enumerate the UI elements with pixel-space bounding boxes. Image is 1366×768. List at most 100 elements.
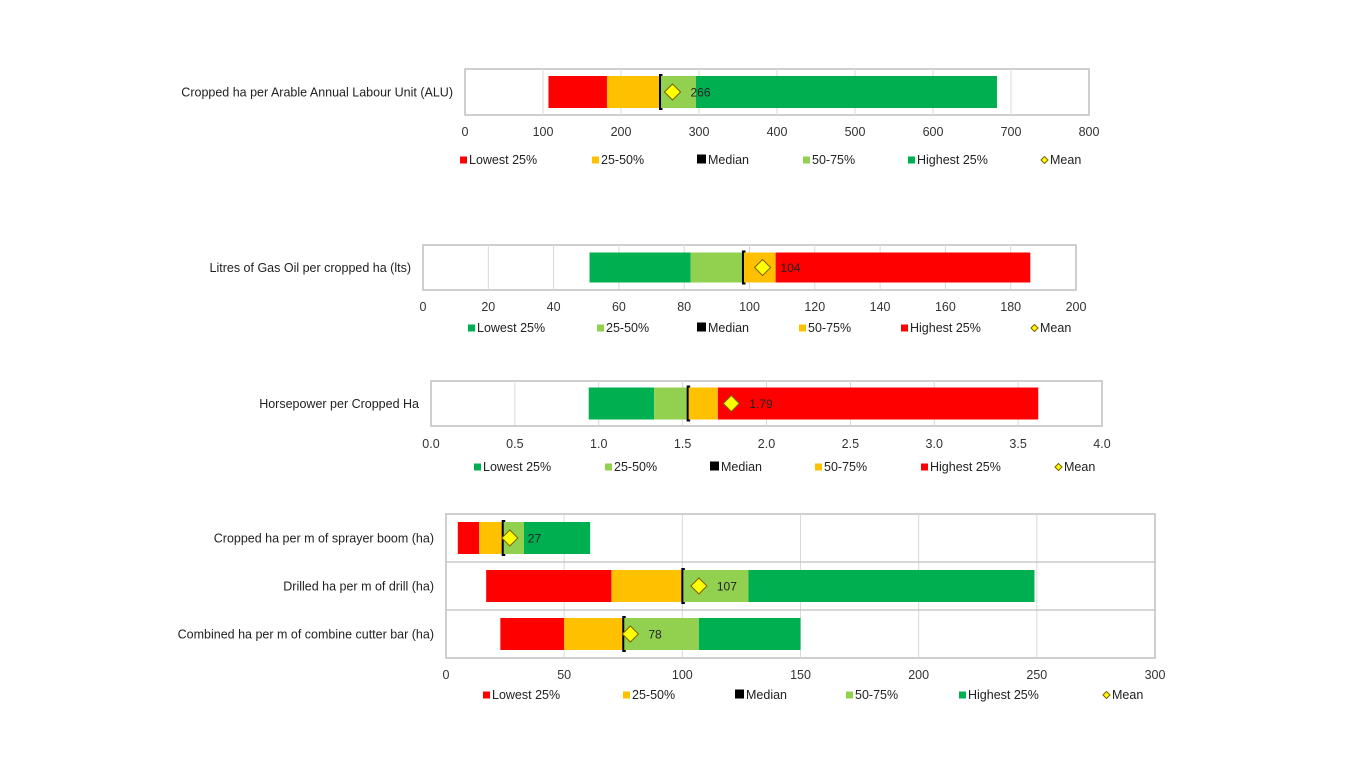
legend-label: 50-75% <box>808 321 851 335</box>
x-tick-label: 150 <box>790 668 811 682</box>
mean-marker <box>690 577 708 595</box>
x-tick-label: 800 <box>1079 125 1100 139</box>
mean-marker <box>501 529 519 547</box>
bar-segment-lowest-25- <box>589 252 691 283</box>
x-tick-label: 200 <box>908 668 929 682</box>
x-tick-label: 300 <box>689 125 710 139</box>
category-label: Horsepower per Cropped Ha <box>259 397 419 411</box>
legend-swatch-icon <box>474 463 481 471</box>
bar-segment-highest-25- <box>748 570 1035 602</box>
legend-label: 25-50% <box>614 460 657 474</box>
legend-label: 50-75% <box>812 153 855 167</box>
legend-label: Highest 25% <box>917 153 988 167</box>
bar-segment-highest-25- <box>698 618 801 650</box>
median-marker <box>741 250 746 285</box>
x-tick-label: 3.0 <box>926 437 943 451</box>
legend-swatch-mean-icon <box>1040 155 1049 165</box>
x-tick-label: 700 <box>1001 125 1022 139</box>
legend-swatch-icon <box>697 154 706 164</box>
x-tick-label: 180 <box>1000 300 1021 314</box>
bar-segment-lowest-25- <box>588 387 655 420</box>
mean-value-label: 78 <box>648 628 662 642</box>
legend-label: Mean <box>1050 153 1081 167</box>
chart-2: 0 20 40 60 80 100 120 140 160 180 200 Litres of Gas… <box>210 244 1087 335</box>
legend: Lowest 25% 25-50% Median 50-75% Highest 25% M… <box>483 688 1143 702</box>
x-tick-label: 1.5 <box>674 437 691 451</box>
legend-swatch-icon <box>592 156 599 164</box>
bar-segment-25-50- <box>611 570 683 602</box>
legend-label: 25-50% <box>632 688 675 702</box>
legend-label: Lowest 25% <box>492 688 560 702</box>
mean-marker <box>621 625 640 643</box>
legend-swatch-icon <box>735 689 744 699</box>
legend: Lowest 25% 25-50% Median 50-75% Highest 25% M… <box>474 460 1095 474</box>
legend-swatch-icon <box>959 691 966 699</box>
bar-segment-lowest-25- <box>486 570 612 602</box>
bar-segment-25-50- <box>606 76 660 108</box>
x-tick-label: 100 <box>533 125 554 139</box>
x-tick-label: 160 <box>935 300 956 314</box>
category-label: Drilled ha per m of drill (ha) <box>283 580 434 594</box>
x-tick-label: 300 <box>1145 668 1166 682</box>
legend-label: Highest 25% <box>910 321 981 335</box>
bar-segment-lowest-25- <box>500 618 565 650</box>
legend-swatch-mean-icon <box>1054 462 1063 472</box>
bar-segment-highest-25- <box>695 76 997 108</box>
legend-swatch-icon <box>460 156 467 164</box>
bar-segment-lowest-25- <box>548 76 607 108</box>
legend-label: Mean <box>1040 321 1071 335</box>
x-tick-label: 2.5 <box>842 437 859 451</box>
x-tick-label: 0 <box>443 668 450 682</box>
legend-swatch-icon <box>901 324 908 332</box>
x-tick-label: 200 <box>1066 300 1087 314</box>
legend-swatch-icon <box>710 461 719 471</box>
legend-swatch-icon <box>623 691 630 699</box>
legend-swatch-icon <box>846 691 853 699</box>
x-tick-label: 600 <box>923 125 944 139</box>
legend-label: Mean <box>1064 460 1095 474</box>
legend-swatch-icon <box>483 691 490 699</box>
legend-label: 25-50% <box>606 321 649 335</box>
legend-swatch-mean-icon <box>1030 323 1039 333</box>
x-tick-label: 1.0 <box>590 437 607 451</box>
x-tick-label: 100 <box>672 668 693 682</box>
x-tick-label: 250 <box>1026 668 1047 682</box>
x-tick-label: 0 <box>462 125 469 139</box>
median-marker <box>659 74 663 110</box>
legend-swatch-mean-icon <box>1102 690 1111 700</box>
legend-label: Highest 25% <box>968 688 1039 702</box>
x-tick-label: 100 <box>739 300 760 314</box>
mean-value-label: 107 <box>717 580 737 594</box>
x-tick-label: 120 <box>804 300 825 314</box>
legend-swatch-icon <box>605 463 612 471</box>
x-tick-label: 80 <box>677 300 691 314</box>
legend: Lowest 25% 25-50% Median 50-75% Highest 25% M… <box>460 153 1081 167</box>
mean-value-label: 104 <box>781 261 801 275</box>
mean-marker <box>663 83 682 101</box>
x-tick-label: 40 <box>547 300 561 314</box>
legend-swatch-icon <box>799 324 806 332</box>
median-marker <box>681 568 685 604</box>
median-marker <box>686 385 691 422</box>
legend: Lowest 25% 25-50% Median 50-75% Highest 25% M… <box>468 321 1071 335</box>
legend-swatch-icon <box>597 324 604 332</box>
mean-value-label: 1.79 <box>749 397 773 411</box>
legend-swatch-icon <box>921 463 928 471</box>
legend-label: 50-75% <box>824 460 867 474</box>
legend-label: 50-75% <box>855 688 898 702</box>
x-tick-label: 0.0 <box>422 437 439 451</box>
mean-value-label: 27 <box>528 532 542 546</box>
legend-swatch-icon <box>908 156 915 164</box>
x-tick-label: 200 <box>611 125 632 139</box>
x-tick-label: 2.0 <box>758 437 775 451</box>
legend-label: Lowest 25% <box>477 321 545 335</box>
bar-segment-25-50- <box>654 387 688 420</box>
x-tick-label: 50 <box>557 668 571 682</box>
x-tick-label: 60 <box>612 300 626 314</box>
category-label: Litres of Gas Oil per cropped ha (lts) <box>210 261 411 275</box>
legend-swatch-icon <box>697 322 706 332</box>
mean-value-label: 266 <box>690 86 710 100</box>
x-tick-label: 0 <box>420 300 427 314</box>
bar-segment-50-75- <box>687 387 718 420</box>
